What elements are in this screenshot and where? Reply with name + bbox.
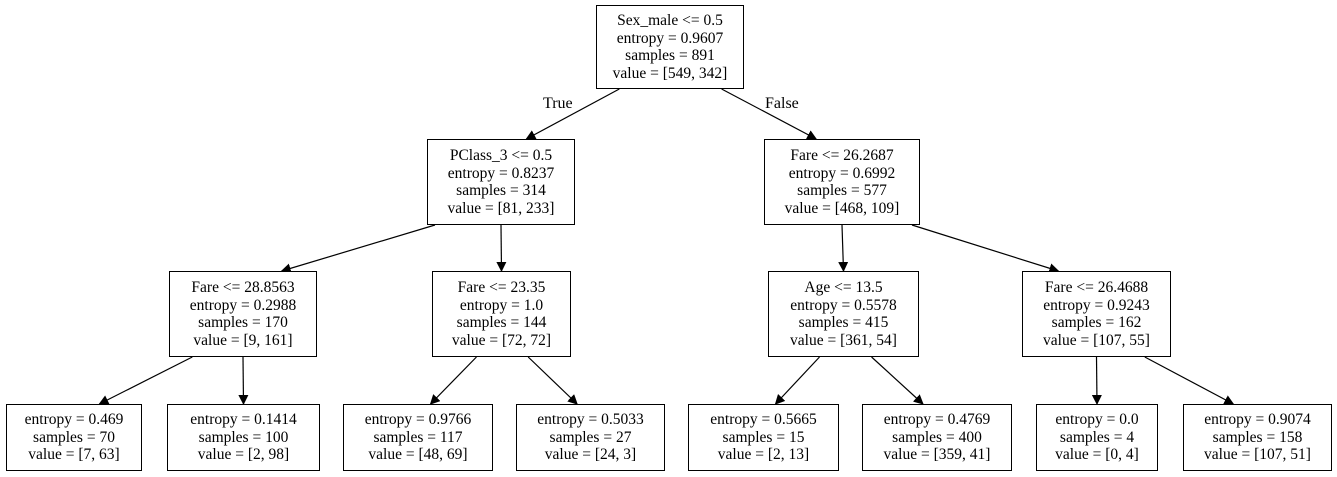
node-line: entropy = 0.9243	[1043, 296, 1150, 314]
node-line: entropy = 0.9074	[1204, 411, 1311, 429]
node-line: samples = 117	[373, 428, 463, 446]
node-line: entropy = 0.9766	[364, 411, 472, 429]
node-line: value = [468, 109]	[784, 199, 900, 217]
tree-leaf-node: entropy = 0.9766 samples = 117 value = […	[343, 404, 493, 471]
tree-edge-n1-n4	[496, 224, 507, 272]
node-line: Fare <= 28.8563	[191, 279, 295, 296]
node-line: entropy = 0.1414	[190, 411, 297, 429]
node-line: value = [359, 41]	[883, 446, 991, 464]
true-branch-label: True	[543, 95, 573, 112]
tree-edge-n3-leaf2	[238, 356, 249, 405]
tree-leaf-node: entropy = 0.469 samples = 70 value = [7,…	[6, 404, 142, 471]
node-line: PClass_3 <= 0.5	[449, 147, 553, 164]
node-line: value = [48, 69]	[368, 446, 468, 464]
node-line: Fare <= 26.2687	[790, 147, 894, 164]
tree-edge-n6-leaf8	[1144, 356, 1235, 405]
tree-leaf-node: entropy = 0.4769 samples = 400 value = […	[862, 404, 1012, 471]
node-line: value = [81, 233]	[447, 199, 555, 217]
false-branch-label: False	[765, 95, 799, 112]
node-line: Sex_male <= 0.5	[617, 12, 723, 29]
tree-node-fare-26-4688: Fare <= 26.4688 entropy = 0.9243 samples…	[1022, 271, 1171, 357]
node-line: Fare <= 23.35	[457, 279, 546, 296]
node-line: value = [2, 98]	[197, 446, 290, 464]
node-line: samples = 100	[198, 428, 289, 446]
node-line: entropy = 0.5578	[790, 296, 897, 314]
node-line: value = [107, 51]	[1204, 446, 1311, 464]
tree-node-fare-28-8563: Fare <= 28.8563 entropy = 0.2988 samples…	[169, 271, 317, 357]
tree-edge-n4-leaf3	[429, 356, 477, 405]
node-line: samples = 314	[456, 182, 546, 199]
node-line: samples = 577	[797, 182, 887, 199]
tree-edge-n1-n3	[280, 224, 436, 274]
tree-edge-root-n2	[721, 88, 818, 140]
tree-leaf-node: entropy = 0.9074 samples = 158 value = […	[1183, 404, 1332, 471]
node-line: samples = 891	[625, 47, 715, 64]
node-line: value = [549, 342]	[612, 64, 728, 82]
node-line: value = [9, 161]	[193, 331, 293, 349]
node-line: entropy = 0.4769	[883, 411, 991, 429]
node-line: value = [0, 4]	[1055, 446, 1139, 464]
node-line: Fare <= 26.4688	[1044, 279, 1149, 296]
tree-leaf-node: entropy = 0.5033 samples = 27 value = [2…	[516, 404, 665, 471]
tree-edge-n2-n5	[838, 224, 849, 272]
node-line: entropy = 0.0	[1055, 411, 1139, 429]
tree-leaf-node: entropy = 0.1414 samples = 100 value = […	[167, 404, 320, 471]
node-line: entropy = 0.6992	[788, 164, 896, 182]
node-line: samples = 4	[1059, 428, 1135, 446]
node-line: value = [361, 54]	[790, 331, 897, 349]
tree-edge-root-n1	[525, 88, 620, 140]
node-line: samples = 162	[1051, 314, 1142, 331]
tree-node-fare-23-35: Fare <= 23.35 entropy = 1.0 samples = 14…	[432, 271, 571, 357]
node-line: samples = 15	[722, 428, 805, 446]
tree-edge-n6-leaf7	[1091, 356, 1102, 405]
tree-node-fare-26-2687: Fare <= 26.2687 entropy = 0.6992 samples…	[764, 139, 920, 225]
node-line: entropy = 0.5033	[537, 411, 644, 429]
node-line: samples = 144	[456, 314, 547, 331]
tree-edge-n5-leaf6	[871, 356, 924, 405]
tree-node-pclass-3: PClass_3 <= 0.5 entropy = 0.8237 samples…	[427, 139, 575, 225]
node-line: samples = 27	[549, 428, 632, 446]
node-line: entropy = 1.0	[459, 296, 544, 314]
tree-edge-n3-leaf1	[98, 356, 193, 405]
node-line: entropy = 0.2988	[189, 296, 297, 314]
tree-edge-n4-leaf4	[527, 356, 578, 405]
node-line: entropy = 0.8237	[447, 164, 555, 182]
node-line: value = [24, 3]	[544, 446, 637, 464]
node-line: value = [72, 72]	[451, 331, 552, 349]
node-line: entropy = 0.5665	[710, 411, 817, 429]
node-line: value = [7, 63]	[28, 446, 120, 464]
node-line: value = [2, 13]	[717, 446, 810, 464]
tree-node-root: Sex_male <= 0.5 entropy = 0.9607 samples…	[596, 5, 744, 89]
node-line: Age <= 13.5	[804, 279, 883, 296]
node-line: samples = 170	[198, 314, 288, 331]
tree-leaf-node: entropy = 0.5665 samples = 15 value = [2…	[688, 404, 839, 471]
tree-edge-n5-leaf5	[774, 356, 820, 405]
node-line: entropy = 0.9607	[616, 29, 724, 47]
node-line: samples = 400	[892, 428, 982, 446]
tree-edge-n2-n6	[911, 224, 1060, 274]
node-line: entropy = 0.469	[24, 411, 124, 429]
node-line: samples = 415	[798, 314, 889, 331]
node-line: samples = 70	[33, 428, 115, 446]
node-line: value = [107, 55]	[1043, 331, 1150, 349]
tree-leaf-node: entropy = 0.0 samples = 4 value = [0, 4]	[1036, 404, 1158, 471]
tree-node-age-13-5: Age <= 13.5 entropy = 0.5578 samples = 4…	[768, 271, 919, 357]
node-line: samples = 158	[1212, 428, 1303, 446]
